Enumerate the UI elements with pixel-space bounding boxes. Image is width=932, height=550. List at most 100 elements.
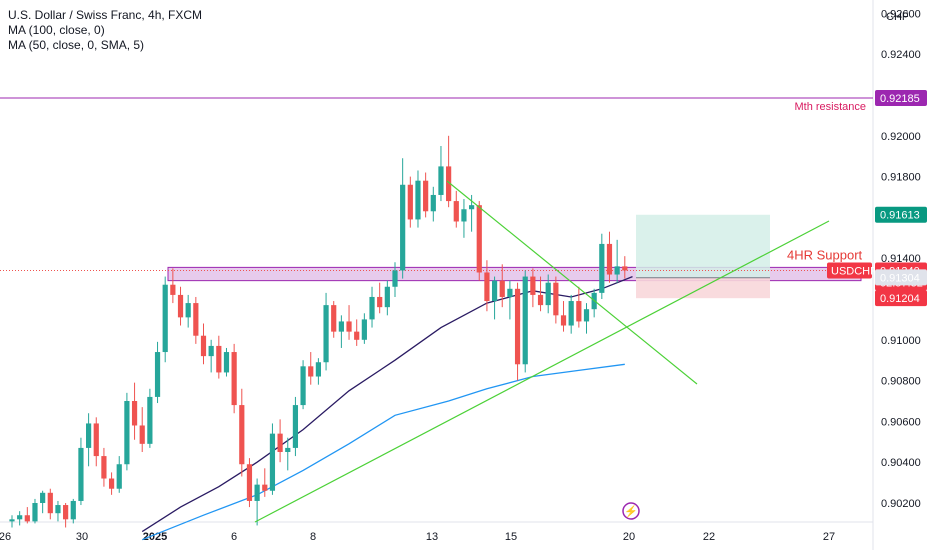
x-tick-label: 20	[623, 531, 635, 543]
descending-trendline	[446, 180, 698, 385]
trendlines: ⚡	[254, 180, 830, 523]
candle-body	[622, 266, 628, 271]
candle-body	[292, 405, 299, 448]
y-tick-label: 0.92600	[881, 8, 921, 20]
y-tick-label: 0.90400	[881, 457, 921, 469]
candle-body	[147, 396, 153, 444]
loss-zone	[636, 277, 770, 299]
candle-body	[514, 288, 521, 365]
candle-body	[116, 464, 122, 489]
candle-body	[338, 321, 344, 332]
candle-body	[331, 305, 337, 332]
candle-body	[300, 366, 306, 406]
candle-body	[262, 484, 268, 491]
candle-body	[461, 209, 467, 222]
entry-badge-text: 0.91304	[880, 272, 920, 284]
candle-body	[377, 296, 383, 308]
candle-body	[101, 456, 107, 479]
candle-body	[269, 433, 276, 491]
candle-body	[78, 447, 84, 501]
candle-body	[32, 503, 38, 522]
candle-body	[208, 345, 214, 357]
candle-body	[384, 286, 390, 308]
candle-body	[86, 423, 92, 448]
stop-badge: 0.91204	[875, 290, 927, 307]
candle-body	[530, 276, 536, 295]
entry-badge: 0.91304	[875, 269, 927, 286]
candle-body	[47, 492, 53, 514]
candle-body	[346, 321, 352, 332]
resistance-annotation: Mth resistance	[794, 101, 866, 113]
y-tick-label: 0.90800	[881, 376, 921, 388]
candle-body	[323, 305, 329, 363]
candle-body	[354, 331, 360, 340]
candle-body	[185, 303, 191, 318]
candle-body	[446, 166, 452, 202]
candle-body	[583, 309, 590, 322]
candle-body	[285, 447, 291, 452]
candle-body	[400, 184, 406, 271]
stop-badge-text: 0.91204	[880, 293, 920, 305]
candle-body	[392, 270, 398, 287]
candle-body	[154, 352, 161, 397]
candle-body	[277, 433, 283, 452]
y-tick-label: 0.91000	[881, 335, 921, 347]
candle-body	[438, 166, 444, 195]
candle-body	[131, 401, 138, 426]
candle-body	[469, 205, 475, 210]
x-tick-label: 6	[231, 531, 237, 543]
candle-body	[545, 282, 551, 306]
stop-badge-bg	[875, 290, 927, 307]
candle-body	[423, 180, 429, 212]
x-tick-label: 30	[76, 531, 88, 543]
candle-body	[55, 505, 61, 514]
candle-body	[254, 484, 260, 501]
event-icon-glyph: ⚡	[624, 505, 638, 518]
resistance-badge-bg	[875, 90, 927, 107]
y-tick-label: 0.91800	[881, 172, 921, 184]
y-tick-label: 0.92400	[881, 49, 921, 61]
symbol-badge-bg	[827, 262, 872, 279]
moving-averages	[141, 275, 633, 541]
candle-body	[453, 201, 459, 222]
candle-body	[606, 243, 613, 275]
candle-body	[177, 294, 184, 318]
x-tick-label: 26	[0, 531, 11, 543]
candle-body	[599, 243, 605, 293]
candle-body	[522, 276, 528, 365]
candle-body	[93, 423, 99, 457]
drawing-layer: Mth resistance 4HR Support	[0, 97, 873, 299]
x-tick-label: 2025	[143, 531, 167, 543]
candle-body	[162, 284, 168, 353]
x-tick-label: 27	[823, 531, 835, 543]
candle-body	[568, 301, 574, 326]
x-tick-label: 22	[703, 531, 715, 543]
candle-body	[216, 345, 222, 373]
candle-body	[124, 401, 130, 465]
y-tick-label: 0.91400	[881, 253, 921, 265]
price-badges: 0.921850.91613USDCHF0.9134002:57:320.913…	[827, 90, 927, 307]
candle-body	[491, 280, 498, 302]
target-badge-bg	[875, 206, 927, 223]
candle-body	[17, 515, 23, 520]
candle-body	[315, 362, 321, 377]
candle-body	[40, 492, 46, 503]
candle-body	[24, 515, 30, 522]
candle-body	[407, 184, 413, 220]
candle-body	[139, 425, 145, 444]
ma100-line	[141, 363, 625, 541]
candle-body	[223, 352, 230, 373]
candle-body	[200, 335, 207, 357]
target-badge-text: 0.91613	[880, 210, 920, 222]
resistance-badge-text: 0.92185	[880, 93, 920, 105]
candlesticks	[9, 135, 628, 528]
symbol-badge-text: USDCHF	[831, 265, 877, 277]
candle-body	[415, 180, 421, 220]
candle-body	[246, 464, 253, 501]
candle-body	[476, 205, 482, 273]
x-tick-label: 13	[426, 531, 438, 543]
x-tick-label: 8	[310, 531, 316, 543]
time-axis[interactable]: 26 30 2025 6 8 13 15 20 22 27	[0, 521, 873, 543]
candle-body	[507, 288, 513, 297]
